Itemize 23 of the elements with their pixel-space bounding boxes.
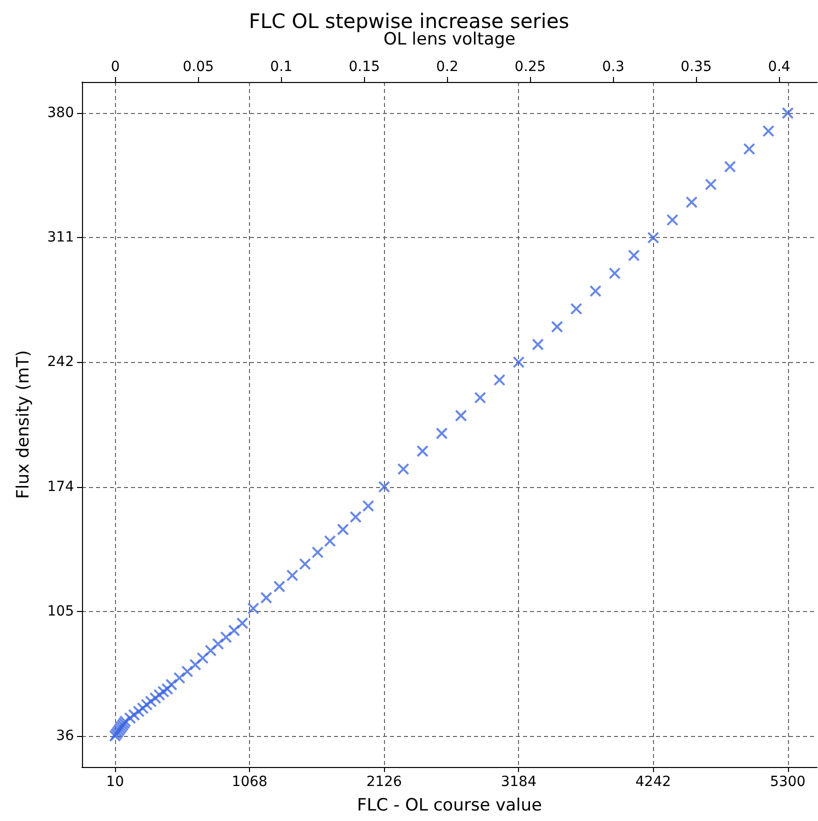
y-tick-label: 242 [47, 354, 74, 370]
y-tick-label: 311 [47, 230, 74, 246]
x-tick-label: 3184 [500, 774, 537, 790]
x-tick-label: 2126 [366, 774, 402, 790]
x-tick-label: 4242 [635, 774, 672, 790]
y-tick-label: 174 [47, 478, 74, 495]
y-tick-label: 36 [56, 728, 74, 744]
x2-tick-label: 0 [110, 59, 120, 75]
x-tick-label: 10 [106, 774, 124, 790]
x-tick-label: 5300 [770, 774, 806, 790]
x2-tick-label: 0.35 [680, 59, 712, 75]
y-axis-title: Flux density (mT) [14, 350, 34, 499]
x2-tick-label: 0.15 [348, 59, 380, 75]
x2-tick-label: 0.2 [436, 59, 458, 75]
x2-tick-label: 0.1 [270, 59, 292, 75]
y-tick-label: 105 [47, 603, 74, 620]
x-tick-label: 1068 [232, 774, 268, 790]
y-tick-label: 380 [47, 105, 74, 122]
x2-tick-label: 0.25 [514, 59, 546, 75]
x2-tick-label: 0.4 [768, 59, 790, 75]
x2-tick-label: 0.3 [602, 59, 624, 75]
x2-tick-label: 0.05 [182, 59, 214, 75]
x-axis-title: FLC - OL course value [357, 796, 542, 816]
